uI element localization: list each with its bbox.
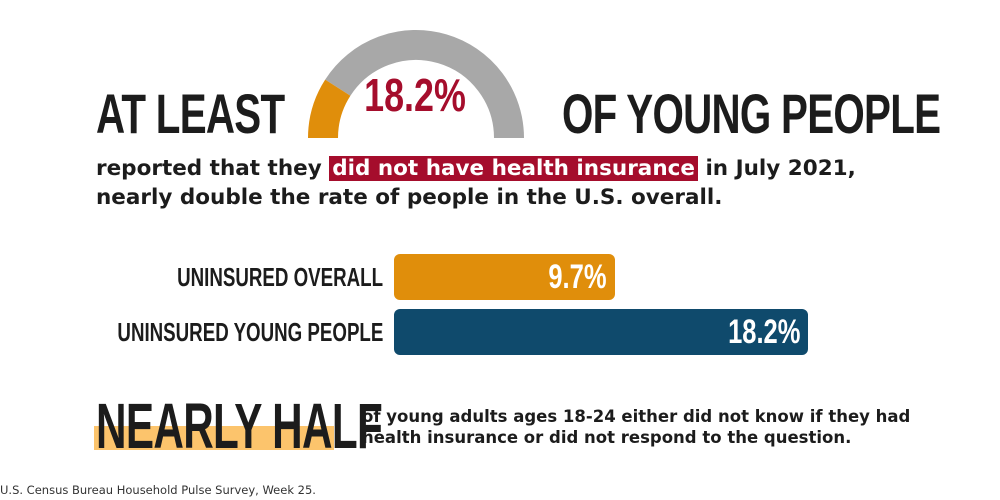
bar-overall: 9.7% <box>394 254 615 300</box>
nearly-half-underline <box>94 426 334 450</box>
bar-label-overall: UNINSURED OVERALL <box>177 262 383 292</box>
subline-after: in July 2021, <box>697 156 856 181</box>
gauge-fill <box>308 79 351 139</box>
subline-highlight: did not have health insurance <box>329 156 698 181</box>
headline-left-text: AT LEAST <box>96 82 285 145</box>
bar-label-young: UNINSURED YOUNG PEOPLE <box>117 317 383 347</box>
gauge-chart <box>308 30 524 139</box>
headline-right-text: OF YOUNG PEOPLE <box>562 82 941 145</box>
nearly-half-title: NEARLY HALF <box>96 390 383 462</box>
subline-line2: nearly double the rate of people in the … <box>96 185 723 210</box>
bar-value-young: 18.2% <box>727 313 800 351</box>
subline-before: reported that they <box>96 156 330 181</box>
gauge-value: 18.2% <box>364 69 466 121</box>
bar-young: 18.2% <box>394 309 808 355</box>
nearly-half-text: of young adults ages 18-24 either did no… <box>362 407 911 447</box>
gauge-track <box>325 30 524 139</box>
subline: reported that they did not have health i… <box>96 154 916 212</box>
bar-value-overall: 9.7% <box>548 258 607 296</box>
source-note: U.S. Census Bureau Household Pulse Surve… <box>0 483 316 497</box>
